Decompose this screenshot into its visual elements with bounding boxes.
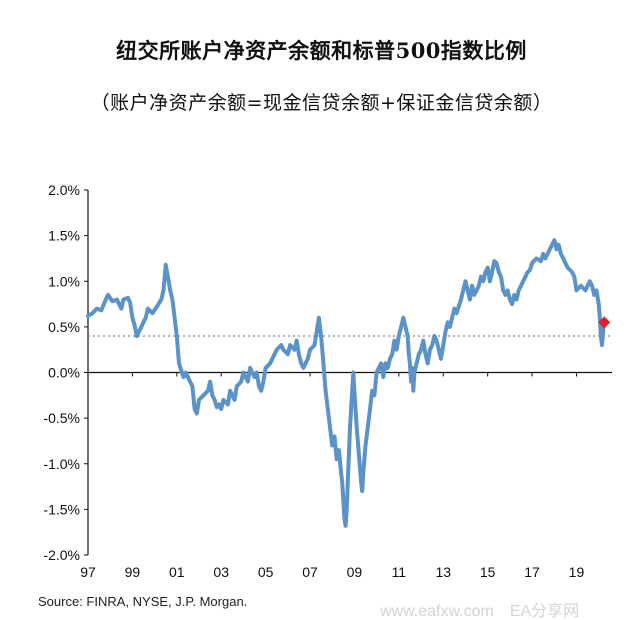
- y-tick-label: 0.0%: [48, 365, 80, 381]
- x-tick-label: 07: [302, 564, 318, 580]
- y-tick-label: -1.0%: [43, 456, 80, 472]
- chart-title: 纽交所账户净资产余额和标普500指数比例: [116, 38, 527, 63]
- y-tick-label: -2.0%: [43, 547, 80, 563]
- x-tick-label: 05: [258, 564, 274, 580]
- y-tick-label: -1.5%: [43, 501, 80, 517]
- y-tick-label: -0.5%: [43, 410, 80, 426]
- x-tick-label: 19: [569, 564, 585, 580]
- x-tick-label: 17: [524, 564, 540, 580]
- x-tick-label: 15: [480, 564, 496, 580]
- x-tick-label: 13: [435, 564, 451, 580]
- y-tick-label: 2.0%: [48, 182, 80, 198]
- x-tick-label: 03: [213, 564, 229, 580]
- y-tick-label: 1.5%: [48, 228, 80, 244]
- x-tick-label: 09: [347, 564, 363, 580]
- x-tick-label: 97: [80, 564, 96, 580]
- latest-value-marker: [598, 316, 611, 329]
- x-tick-label: 99: [125, 564, 141, 580]
- x-tick-label: 11: [392, 564, 407, 580]
- y-tick-label: 0.5%: [48, 319, 80, 335]
- watermark-text: www.eafxw.com EA分享网: [380, 603, 580, 620]
- source-note: Source: FINRA, NYSE, J.P. Morgan.: [38, 594, 248, 609]
- y-tick-label: 1.0%: [48, 273, 80, 289]
- chart-subtitle: （账户净资产余额=现金信贷余额+保证金信贷余额）: [90, 92, 553, 114]
- x-tick-label: 01: [169, 564, 185, 580]
- series-line: [86, 238, 607, 528]
